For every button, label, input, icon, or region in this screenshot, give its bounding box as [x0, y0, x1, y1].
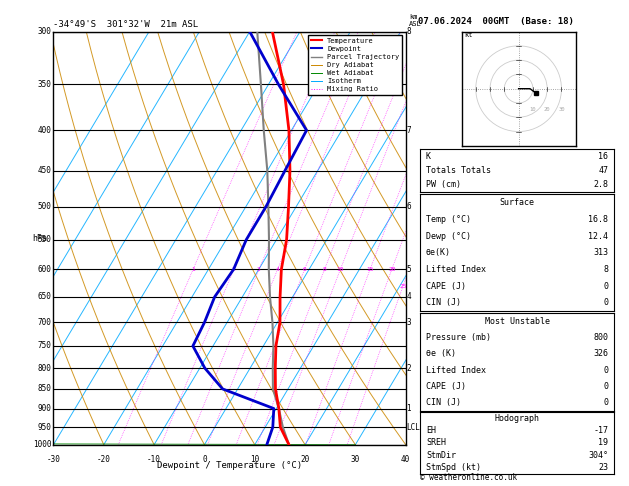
Text: 750: 750 [38, 342, 52, 350]
Text: 10: 10 [250, 455, 259, 464]
Text: 500: 500 [38, 202, 52, 211]
Text: 550: 550 [38, 235, 52, 244]
Text: StmDir: StmDir [426, 451, 456, 460]
Text: 20: 20 [301, 455, 309, 464]
Text: 450: 450 [38, 166, 52, 175]
Text: 650: 650 [38, 293, 52, 301]
Text: CIN (J): CIN (J) [426, 298, 461, 307]
Text: Surface: Surface [499, 198, 535, 207]
Text: 15: 15 [366, 267, 374, 272]
Text: 1: 1 [191, 267, 195, 272]
Text: 6: 6 [303, 267, 306, 272]
Text: SREH: SREH [426, 438, 446, 448]
Text: 07.06.2024  00GMT  (Base: 18): 07.06.2024 00GMT (Base: 18) [418, 17, 574, 26]
Text: 950: 950 [38, 423, 52, 432]
Text: CIN (J): CIN (J) [426, 398, 461, 407]
Text: 16.8: 16.8 [588, 215, 608, 224]
Text: CAPE (J): CAPE (J) [426, 281, 466, 291]
Text: 800: 800 [38, 364, 52, 373]
Text: 3: 3 [406, 318, 411, 327]
Text: -30: -30 [47, 455, 60, 464]
Text: 12.4: 12.4 [588, 231, 608, 241]
Text: Totals Totals: Totals Totals [426, 166, 491, 175]
Text: -17: -17 [593, 426, 608, 435]
Text: LCL: LCL [406, 423, 420, 432]
Text: 8: 8 [406, 27, 411, 36]
Text: 47: 47 [598, 166, 608, 175]
Text: Temp (°C): Temp (°C) [426, 215, 471, 224]
Text: 700: 700 [38, 318, 52, 327]
Text: 2: 2 [406, 364, 411, 373]
Text: PW (cm): PW (cm) [426, 180, 461, 190]
Text: Lifted Index: Lifted Index [426, 365, 486, 375]
Text: 25: 25 [399, 284, 407, 289]
Text: 8: 8 [323, 267, 326, 272]
Text: Dewp (°C): Dewp (°C) [426, 231, 471, 241]
Text: -34°49'S  301°32'W  21m ASL: -34°49'S 301°32'W 21m ASL [53, 20, 199, 30]
Text: 800: 800 [593, 333, 608, 342]
Text: -20: -20 [97, 455, 111, 464]
Text: 326: 326 [593, 349, 608, 359]
Text: 0: 0 [202, 455, 207, 464]
Text: 900: 900 [38, 404, 52, 413]
Text: 19: 19 [598, 438, 608, 448]
Text: 4: 4 [276, 267, 279, 272]
Text: 0: 0 [603, 398, 608, 407]
Text: km
ASL: km ASL [409, 15, 422, 27]
Text: θe (K): θe (K) [426, 349, 456, 359]
Text: 850: 850 [38, 384, 52, 394]
Text: 1: 1 [406, 404, 411, 413]
Text: Most Unstable: Most Unstable [484, 317, 550, 326]
Text: Pressure (mb): Pressure (mb) [426, 333, 491, 342]
Text: 2.8: 2.8 [593, 180, 608, 190]
Text: hPa: hPa [32, 234, 47, 243]
Text: 20: 20 [388, 267, 396, 272]
Text: 30: 30 [558, 107, 565, 112]
Text: 3: 3 [257, 267, 261, 272]
Text: 0: 0 [603, 365, 608, 375]
Text: 0: 0 [603, 382, 608, 391]
Text: 5: 5 [406, 265, 411, 274]
Text: 2: 2 [232, 267, 236, 272]
Text: kt: kt [464, 32, 473, 38]
Text: 300: 300 [38, 27, 52, 36]
Text: Mixing Ratio (g/kg): Mixing Ratio (g/kg) [438, 198, 444, 278]
Text: 30: 30 [351, 455, 360, 464]
Text: 8: 8 [603, 265, 608, 274]
Text: 4: 4 [406, 293, 411, 301]
Text: 40: 40 [401, 455, 410, 464]
Text: 7: 7 [406, 126, 411, 135]
Text: 10: 10 [337, 267, 344, 272]
Text: Hodograph: Hodograph [494, 414, 540, 423]
Text: -10: -10 [147, 455, 161, 464]
Text: © weatheronline.co.uk: © weatheronline.co.uk [420, 473, 517, 482]
Text: K: K [426, 152, 431, 161]
Text: 400: 400 [38, 126, 52, 135]
Text: 0: 0 [603, 298, 608, 307]
Text: 0: 0 [603, 281, 608, 291]
Text: StmSpd (kt): StmSpd (kt) [426, 463, 481, 472]
Text: 350: 350 [38, 80, 52, 89]
Text: 23: 23 [598, 463, 608, 472]
Text: 600: 600 [38, 265, 52, 274]
Text: 313: 313 [593, 248, 608, 257]
Text: 10: 10 [530, 107, 536, 112]
Text: θe(K): θe(K) [426, 248, 451, 257]
Text: 1000: 1000 [33, 440, 52, 449]
Text: CAPE (J): CAPE (J) [426, 382, 466, 391]
Text: 20: 20 [544, 107, 550, 112]
Text: 16: 16 [598, 152, 608, 161]
Text: Lifted Index: Lifted Index [426, 265, 486, 274]
Text: 304°: 304° [588, 451, 608, 460]
Legend: Temperature, Dewpoint, Parcel Trajectory, Dry Adiabat, Wet Adiabat, Isotherm, Mi: Temperature, Dewpoint, Parcel Trajectory… [308, 35, 402, 95]
Text: EH: EH [426, 426, 436, 435]
X-axis label: Dewpoint / Temperature (°C): Dewpoint / Temperature (°C) [157, 461, 302, 470]
Text: 6: 6 [406, 202, 411, 211]
